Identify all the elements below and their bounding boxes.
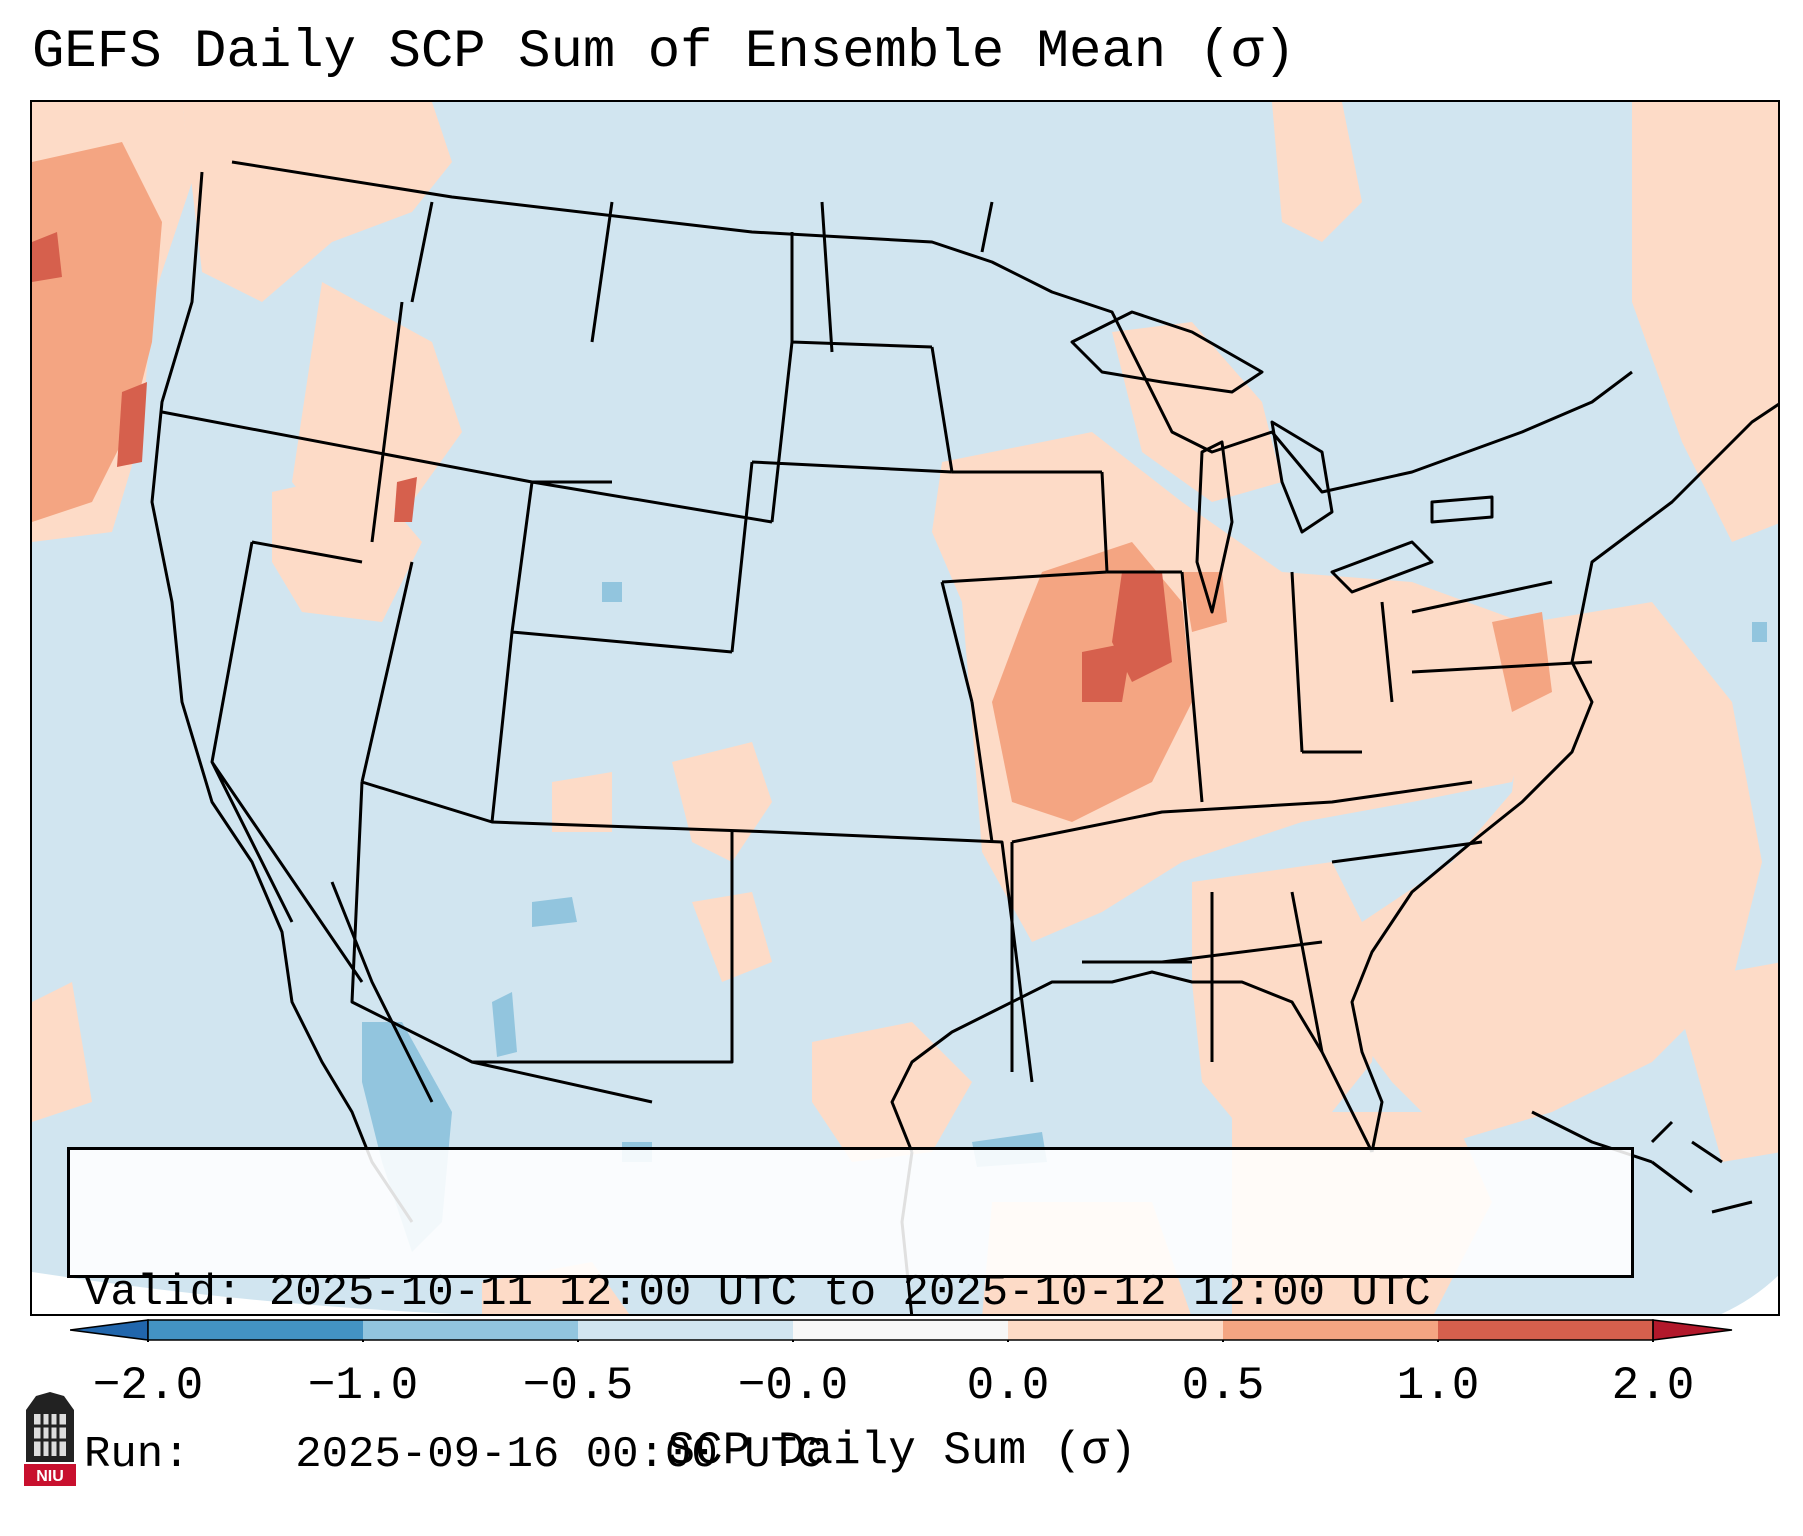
colorbar-bin-4	[793, 1320, 1008, 1340]
valid-line: Valid: 2025-10-11 12:00 UTC to 2025-10-1…	[84, 1266, 1617, 1320]
valid-label: Valid:	[84, 1268, 243, 1318]
valid-value: 2025-10-11 12:00 UTC to 2025-10-12 12:00…	[268, 1268, 1431, 1318]
colorbar-tick-label: −0.0	[737, 1360, 849, 1412]
colorbar-tick-label: 2.0	[1611, 1360, 1695, 1412]
boundaries	[150, 160, 1778, 1314]
colorbar-tick-label: 0.0	[966, 1360, 1050, 1412]
colorbar-bin-1	[148, 1320, 363, 1340]
map-title: GEFS Daily SCP Sum of Ensemble Mean (σ)	[32, 22, 1296, 83]
niu-logo: NIU	[24, 1392, 76, 1486]
baja-coast	[330, 881, 434, 1103]
map-panel	[30, 100, 1780, 1316]
lake-ontario	[1430, 495, 1494, 524]
colorbar-tick-label: −2.0	[92, 1360, 204, 1412]
east-coast	[1350, 402, 1778, 1153]
projection-edge	[32, 1272, 456, 1314]
colorbar	[70, 1319, 1733, 1342]
projection-edge-right	[1721, 1275, 1778, 1314]
colorbar-over-extension	[1652, 1319, 1733, 1341]
scp-map	[32, 102, 1778, 1314]
scp-positive-strong	[32, 232, 1172, 702]
colorbar-bin-7	[1438, 1320, 1653, 1340]
lake-superior	[1070, 310, 1264, 394]
lake-huron	[1270, 420, 1334, 534]
colorbar-bin-5	[1008, 1320, 1223, 1340]
colorbar-ticks	[147, 1340, 1654, 1342]
colorbar-bin-3	[578, 1320, 793, 1340]
niu-logo-text: NIU	[36, 1468, 64, 1485]
west-coast	[150, 171, 414, 1223]
colorbar-tick-label: −1.0	[307, 1360, 419, 1412]
us-canada-border	[231, 160, 1633, 494]
run-value: 2025-09-16 00:00 UTC	[295, 1430, 824, 1480]
colorbar-bin-6	[1223, 1320, 1438, 1340]
colorbar-title: SCP Daily Sum (σ)	[667, 1425, 1137, 1477]
lake-michigan	[1195, 440, 1234, 614]
run-label: Run:	[84, 1430, 190, 1480]
run-line: Run: 2025-09-16 00:00 UTC	[84, 1428, 1617, 1482]
gulf-coast	[890, 970, 1374, 1153]
colorbar-tick-label: 0.5	[1181, 1360, 1265, 1412]
colorbar-bin-2	[363, 1320, 578, 1340]
lake-erie	[1330, 540, 1434, 594]
validity-info-box: Valid: 2025-10-11 12:00 UTC to 2025-10-1…	[67, 1147, 1634, 1480]
bahamas	[1650, 1120, 1723, 1164]
state-lines	[161, 201, 1593, 1104]
colorbar-under-extension	[70, 1319, 149, 1341]
colorbar-tick-label: 1.0	[1396, 1360, 1480, 1412]
colorbar-tick-label: −0.5	[522, 1360, 634, 1412]
